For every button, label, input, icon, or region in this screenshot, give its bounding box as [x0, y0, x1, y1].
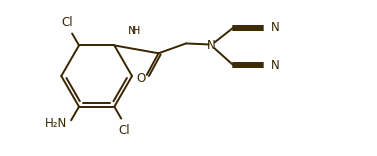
Text: Cl: Cl: [61, 16, 73, 29]
Text: N: N: [128, 26, 136, 36]
Text: O: O: [136, 72, 146, 85]
Text: Cl: Cl: [118, 124, 130, 137]
Text: H: H: [132, 26, 140, 36]
Text: H₂N: H₂N: [45, 117, 67, 130]
Text: N: N: [271, 21, 279, 34]
Text: N: N: [271, 58, 279, 72]
Text: N: N: [207, 39, 216, 52]
